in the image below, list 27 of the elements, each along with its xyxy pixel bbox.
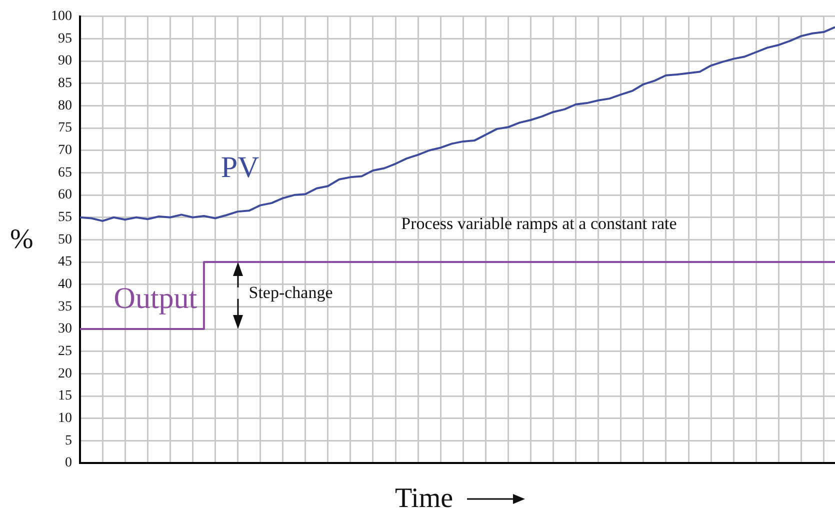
y-tick-label: 55: [58, 210, 72, 226]
y-tick-label: 35: [58, 299, 72, 314]
y-tick-label: 50: [58, 232, 72, 248]
y-tick-label: 100: [51, 9, 72, 24]
y-tick-label: 80: [58, 98, 72, 114]
y-tick-label: 10: [58, 411, 72, 426]
y-tick-label: 40: [58, 277, 72, 292]
y-tick-label: 25: [58, 344, 72, 360]
y-tick-label: 15: [58, 388, 72, 404]
y-tick-label: 65: [58, 165, 72, 180]
x-axis-title: Time: [395, 483, 454, 513]
y-tick-label: 60: [58, 188, 72, 203]
y-tick-label: 85: [58, 76, 72, 92]
y-tick-label: 30: [58, 322, 72, 337]
y-tick-label: 45: [58, 254, 72, 270]
y-tick-label: 95: [58, 31, 72, 46]
y-tick-label: 90: [58, 54, 72, 69]
y-tick-label: 20: [58, 366, 72, 382]
y-tick-label: 70: [58, 143, 72, 158]
y-tick-label: 75: [58, 120, 72, 136]
series-label: PV: [220, 151, 260, 184]
y-tick-label: 0: [65, 456, 72, 471]
y-axis-title: %: [10, 224, 34, 256]
annotation: Process variable ramps at a constant rate: [401, 214, 677, 234]
y-tick-label: 5: [65, 433, 72, 448]
annotation: Step-change: [248, 283, 333, 304]
series-label: Output: [114, 282, 198, 315]
